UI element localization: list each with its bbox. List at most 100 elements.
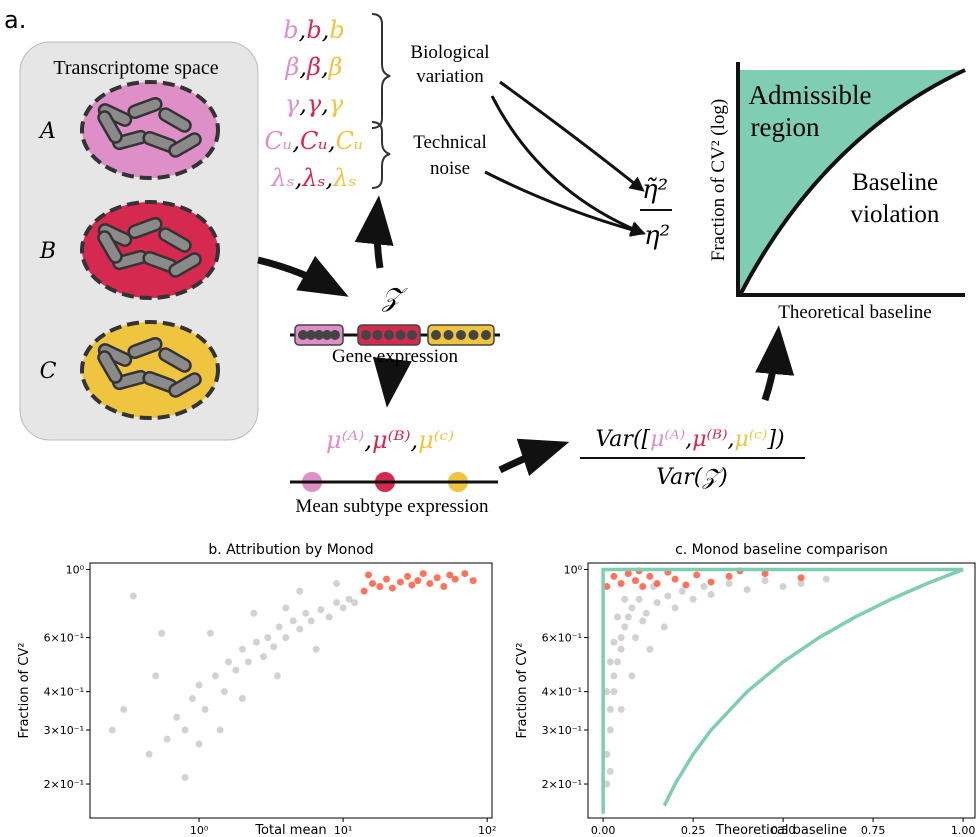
y-tick-label: 10⁰	[66, 564, 85, 577]
x-tick-label: 10¹	[334, 824, 352, 837]
point	[654, 580, 661, 587]
point	[264, 634, 271, 641]
point	[302, 610, 309, 617]
point	[440, 583, 447, 590]
y-tick-label: 2×10⁻¹	[44, 778, 84, 791]
separator: ,	[364, 426, 372, 454]
point	[646, 646, 653, 653]
arrow	[382, 368, 388, 398]
separator: ,	[299, 90, 307, 118]
figure: a. Transcriptome space ABCb,b,bβ,β,βγ,γ,…	[0, 0, 976, 837]
point	[823, 576, 830, 583]
chart: b. Attribution by MonodTotal meanFractio…	[17, 542, 496, 837]
point	[196, 682, 203, 689]
y-tick-label: 4×10⁻¹	[542, 686, 582, 699]
ratio-numerator: η̃²	[642, 175, 668, 205]
point	[270, 643, 277, 650]
point	[798, 574, 805, 581]
separator: ,	[299, 53, 307, 81]
point	[700, 583, 707, 590]
point	[607, 658, 614, 665]
z-symbol: 𝒵	[381, 283, 408, 313]
parameter: b	[283, 16, 298, 44]
chart: c. Monod baseline comparisonTheoretical …	[515, 542, 975, 837]
var-denominator: Var(𝒵)	[656, 465, 727, 490]
x-tick-label: 0.25	[681, 824, 706, 837]
point	[146, 751, 153, 758]
separator: ,	[685, 427, 692, 452]
point	[333, 580, 340, 587]
separator: ,	[292, 127, 300, 155]
point	[621, 623, 628, 630]
point	[290, 617, 297, 624]
parameter: γ	[285, 90, 300, 118]
point	[308, 617, 315, 624]
brace	[372, 14, 390, 128]
point	[693, 571, 700, 578]
y-tick-label: 10⁰	[564, 564, 583, 577]
point	[207, 630, 214, 637]
point	[212, 672, 219, 679]
point	[250, 610, 257, 617]
parameter: b	[306, 16, 321, 44]
y-tick-label: 6×10⁻¹	[542, 632, 582, 645]
point	[618, 646, 625, 653]
point	[614, 614, 621, 621]
point	[708, 579, 715, 586]
point	[452, 576, 459, 583]
point	[313, 646, 320, 653]
point	[351, 599, 358, 606]
point	[625, 614, 632, 621]
separator: ,	[321, 53, 329, 81]
point	[632, 634, 639, 641]
point	[780, 583, 787, 590]
charts: b. Attribution by MonodTotal meanFractio…	[17, 542, 975, 837]
point	[232, 667, 239, 674]
point	[239, 695, 246, 702]
arrow	[258, 260, 340, 292]
point	[182, 726, 189, 733]
cell-ellipse	[82, 82, 218, 178]
point	[414, 577, 421, 584]
parameter: β	[328, 53, 343, 81]
point	[628, 604, 635, 611]
point	[239, 646, 246, 653]
mean-labels: μ⁽ᴬ⁾,μ⁽ᴮ⁾,μ⁽ᶜ⁾	[326, 426, 454, 454]
point	[189, 695, 196, 702]
cell-ellipse	[82, 322, 218, 418]
mean-label: μ⁽ᶜ⁾	[418, 426, 454, 454]
point	[274, 672, 281, 679]
point	[276, 623, 283, 630]
mean-expression-label: Mean subtype expression	[295, 496, 489, 517]
parameter-row: Cᵤ,Cᵤ,Cᵤ	[264, 127, 363, 155]
mean-label: μ⁽ᶜ⁾	[735, 427, 768, 452]
point	[340, 604, 347, 611]
point	[397, 579, 404, 586]
cell-dot	[396, 330, 406, 340]
point	[639, 617, 646, 624]
separator: ,	[295, 164, 303, 192]
point	[282, 634, 289, 641]
point	[120, 706, 127, 713]
point	[679, 588, 686, 595]
point	[182, 774, 189, 781]
point	[389, 585, 396, 592]
arrow	[377, 205, 380, 268]
point	[726, 573, 733, 580]
point	[628, 672, 635, 679]
subtype-label: C	[40, 359, 57, 384]
point	[426, 580, 433, 587]
y-tick-label: 3×10⁻¹	[44, 724, 84, 737]
parameter: Cᵤ	[300, 127, 328, 155]
ratio-denominator: η²	[644, 221, 670, 251]
point	[404, 573, 411, 580]
mean-label: μ⁽ᴮ⁾	[692, 427, 727, 452]
var-numerator: Var([μ⁽ᴬ⁾,μ⁽ᴮ⁾,μ⁽ᶜ⁾])	[595, 427, 784, 452]
mean-label: μ⁽ᴬ⁾	[650, 427, 685, 452]
point	[690, 596, 697, 603]
x-tick-label: 0.50	[771, 824, 796, 837]
separator: ,	[728, 427, 735, 452]
point	[672, 604, 679, 611]
point	[326, 614, 333, 621]
cell-dot	[481, 330, 491, 340]
